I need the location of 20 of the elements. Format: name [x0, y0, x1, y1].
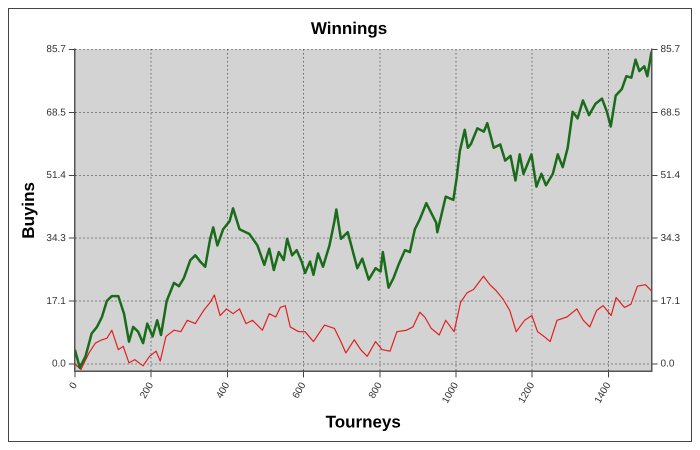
x-tick-label: 200: [138, 380, 156, 401]
x-tick-label: 400: [214, 380, 233, 401]
y2-tick-label: 34.3: [660, 232, 680, 244]
y-tick-label: 85.7: [46, 44, 66, 56]
y2-tick-label: 51.4: [660, 170, 680, 182]
y2-tick-label: 68.5: [660, 107, 680, 118]
y-tick-label: 68.5: [46, 107, 66, 118]
y-tick-label: 34.3: [46, 232, 66, 244]
x-tick-label: 800: [366, 380, 385, 401]
x-axis-title: Tourneys: [326, 412, 401, 432]
y-axis-title: Buyins: [18, 182, 38, 239]
y-tick-label: 17.1: [46, 296, 66, 307]
y-tick-label: 51.4: [46, 170, 66, 182]
y2-tick-label: 0.0: [660, 358, 675, 370]
y2-tick-label: 85.7: [660, 44, 680, 56]
x-tick-label: 0: [68, 380, 80, 392]
x-tick-label: 600: [290, 380, 309, 401]
y-tick-label: 0.0: [52, 358, 66, 370]
chart-title: Winnings: [310, 18, 388, 38]
y2-tick-label: 17.1: [660, 296, 680, 307]
